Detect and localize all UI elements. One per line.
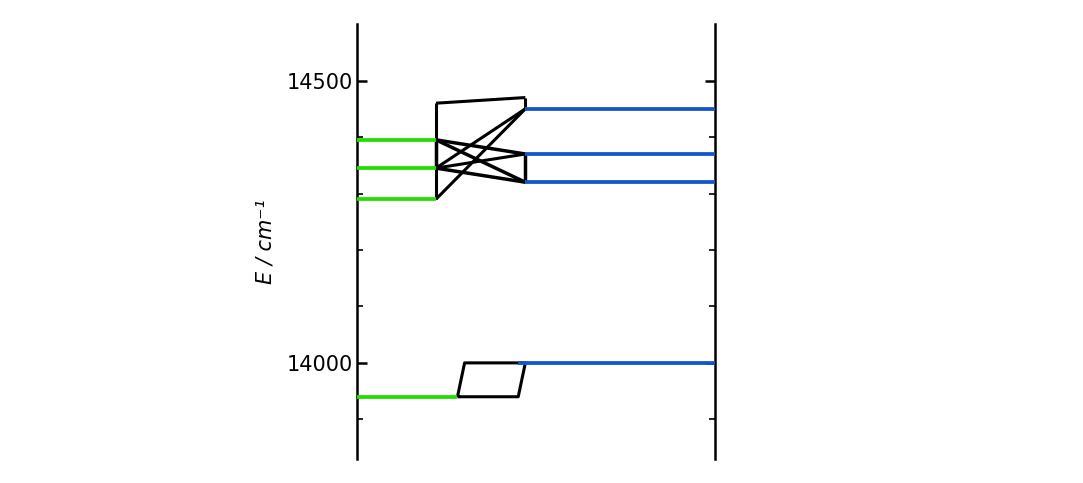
- Y-axis label: E / cm⁻¹: E / cm⁻¹: [256, 199, 275, 284]
